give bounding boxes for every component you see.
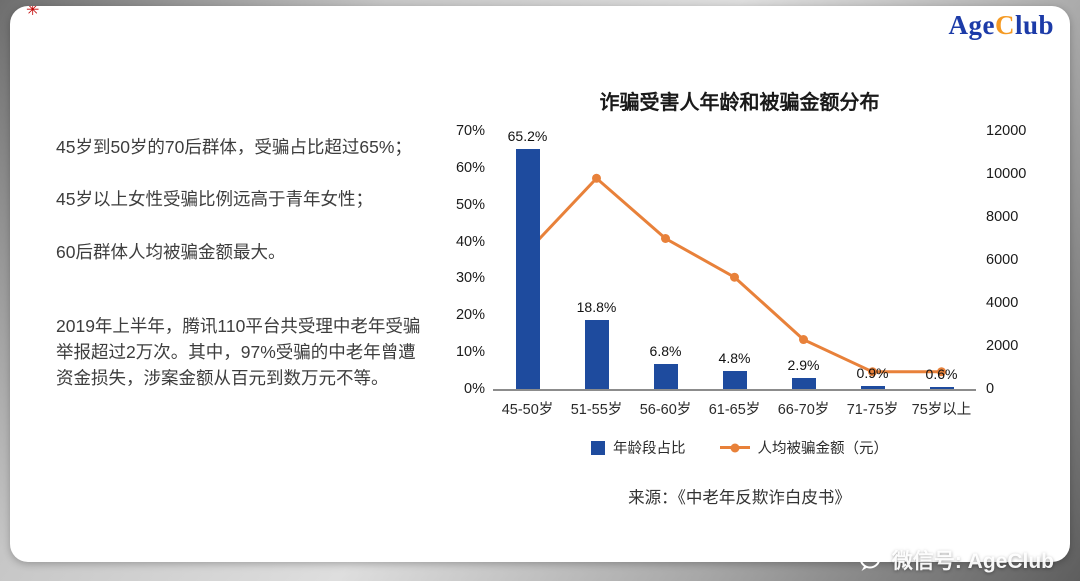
axis-tick-label: 10000 — [986, 166, 1027, 182]
line-legend-swatch — [719, 443, 750, 452]
x-axis-label: 61-65岁 — [708, 402, 761, 418]
x-axis-label: 75岁以上 — [911, 402, 972, 418]
axis-tick-label: 12000 — [986, 123, 1027, 139]
left-axis: 0% 10% 20% 30% 40% 50% 60% 70% — [447, 123, 493, 397]
bar — [653, 363, 678, 389]
line-marker — [661, 234, 670, 243]
line-legend-marker — [730, 443, 739, 452]
axis-tick-label: 60% — [455, 159, 485, 176]
line-legend-label: 人均被骗金额（元） — [757, 441, 889, 457]
summary-paragraph: 45岁以上女性受骗比例远高于青年女性； — [56, 189, 373, 210]
summary-paragraph: 45岁到50岁的70后群体，受骗占比超过65%； — [56, 137, 412, 157]
x-axis-label: 56-60岁 — [639, 402, 692, 418]
x-axis-label: 66-70岁 — [777, 402, 830, 418]
summary-paragraph: 2019年上半年，腾讯110平台共受理中老年受骗举报超过2万次。其中，97%受骗… — [56, 315, 421, 389]
x-axis-label: 71-75岁 — [846, 402, 899, 418]
axis-tick-label: 8000 — [986, 209, 1019, 225]
wechat-watermark: 微信号: AgeClub — [856, 545, 1054, 575]
axis-tick-label: 6000 — [986, 252, 1019, 268]
chart-body: 0% 10% 20% 30% 40% 50% 60% 70% 65.2% 18.8% 6.8% 4.… — [447, 123, 1032, 397]
logo-text-part: C — [994, 10, 1015, 40]
right-axis: 0 2000 4000 6000 8000 10000 12000 — [976, 123, 1032, 397]
summary-text-panel: 45岁到50岁的70后群体，受骗占比超过65%； 45岁以上女性受骗比例远高于青… — [56, 134, 428, 418]
bar — [584, 319, 609, 389]
legend-item-bar: 年龄段占比 — [591, 437, 686, 458]
x-axis-label: 45-50岁 — [501, 402, 554, 418]
bar — [929, 386, 954, 389]
bar-value-label: 2.9% — [787, 357, 820, 374]
bar-value-label: 6.8% — [649, 342, 682, 359]
axis-tick-label: 10% — [455, 344, 485, 361]
line-marker — [937, 367, 946, 377]
chart-title: 诈骗受害人年龄和被骗金额分布 — [599, 92, 880, 114]
corner-mark: ✳ — [26, 6, 40, 19]
bar-value-label: 65.2% — [507, 127, 548, 144]
bar — [722, 371, 747, 389]
x-axis-label: 51-55岁 — [570, 402, 623, 418]
bar-value-label: 18.8% — [576, 298, 617, 315]
axis-tick-label: 0% — [464, 381, 485, 397]
bar-legend-swatch — [591, 440, 605, 455]
legend-item-line: 人均被骗金额（元） — [719, 437, 889, 458]
wechat-icon — [859, 547, 881, 571]
axis-tick-label: 70% — [455, 123, 485, 139]
axis-tick-label: 50% — [455, 196, 485, 213]
x-axis-labels: 45-50岁 51-55岁 56-60岁 61-65岁 66-70岁 71-75岁 75岁以… — [493, 398, 976, 419]
source-caption: 来源：《中老年反欺诈白皮书》 — [628, 489, 851, 507]
bar — [860, 385, 885, 389]
summary-paragraph: 60后群体人均被骗金额最大。 — [56, 241, 286, 262]
axis-tick-label: 40% — [455, 233, 485, 250]
bar-legend-label: 年龄段占比 — [613, 441, 686, 457]
line-marker — [592, 173, 601, 183]
axis-tick-label: 30% — [455, 270, 485, 287]
bar — [515, 148, 540, 389]
ageclub-logo: AgeClub — [948, 10, 1054, 41]
logo-text-part: Age — [948, 10, 995, 40]
bar-value-label: 0.6% — [925, 365, 958, 382]
bar — [791, 378, 816, 389]
line-marker — [868, 367, 877, 377]
combo-chart: 诈骗受害人年龄和被骗金额分布 0% 10% 20% 30% 40% 50% 60% 70% 6… — [447, 86, 1032, 508]
axis-tick-label: 2000 — [986, 338, 1019, 354]
logo-text-part: lub — [1014, 10, 1054, 40]
bar-value-label: 4.8% — [718, 350, 751, 367]
line-marker — [799, 335, 808, 345]
content-card: ✳ 45岁到50岁的70后群体，受骗占比超过65%； 45岁以上女性受骗比例远高… — [10, 6, 1070, 562]
line-marker — [730, 272, 739, 282]
chart-legend: 年龄段占比 人均被骗金额（元） — [447, 437, 1032, 458]
axis-tick-label: 20% — [455, 307, 485, 324]
axis-tick-label: 0 — [986, 381, 995, 397]
line-series — [523, 173, 946, 377]
axis-tick-label: 4000 — [986, 295, 1019, 311]
bar-value-label: 0.9% — [856, 364, 889, 381]
watermark-text: 微信号: AgeClub — [891, 550, 1054, 573]
plot-area: 65.2% 18.8% 6.8% 4.8% 2.9% 0.9% 0.6% — [493, 127, 976, 391]
